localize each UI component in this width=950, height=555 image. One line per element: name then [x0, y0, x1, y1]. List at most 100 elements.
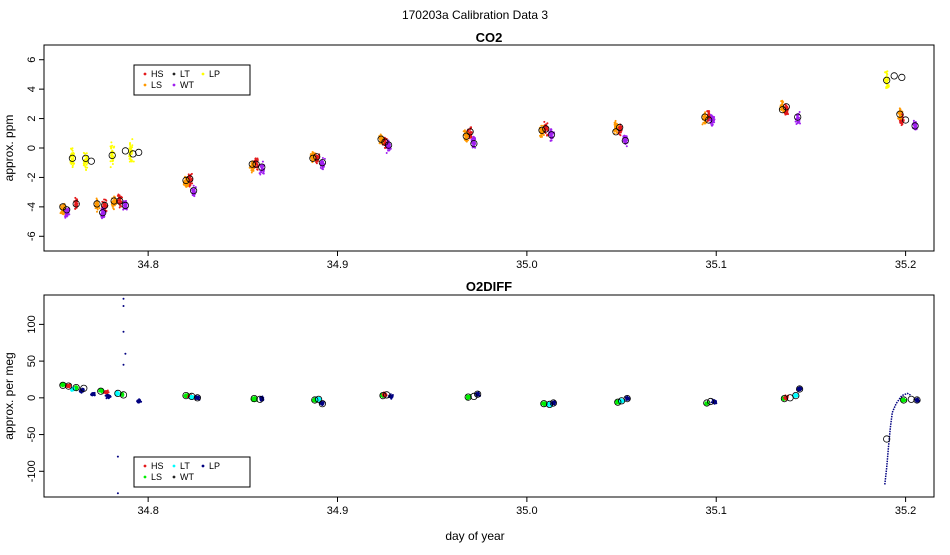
data-point	[474, 146, 477, 149]
data-point	[85, 163, 88, 166]
data-point	[187, 183, 190, 186]
data-point	[251, 161, 254, 164]
data-point	[915, 123, 918, 126]
mean-marker	[72, 200, 80, 208]
x-tick-label: 34.8	[137, 505, 158, 517]
mean-marker	[547, 131, 556, 139]
data-point	[254, 157, 257, 160]
data-point	[111, 163, 114, 165]
data-point	[884, 81, 887, 84]
data-point	[73, 162, 76, 165]
mean-marker	[794, 113, 802, 121]
data-point	[798, 111, 801, 113]
data-point	[713, 116, 716, 118]
o2diff-ls-cluster-0	[59, 382, 67, 388]
data-point	[71, 164, 74, 167]
data-point	[118, 206, 121, 209]
data-point	[713, 118, 716, 121]
data-point	[101, 389, 104, 392]
co2-lp-cluster-3	[128, 138, 135, 163]
o2diff-ls-cluster-9	[540, 401, 547, 407]
data-point	[381, 137, 384, 140]
outlier-point	[122, 297, 125, 300]
data-point	[254, 396, 257, 399]
data-point	[61, 385, 64, 388]
data-point	[468, 132, 471, 135]
data-point	[379, 137, 382, 140]
data-point	[319, 166, 322, 169]
o2diff-lt-cluster-2	[188, 394, 195, 400]
data-point	[256, 157, 259, 160]
data-point	[624, 140, 627, 143]
data-point	[112, 207, 115, 210]
data-point	[248, 166, 251, 169]
data-point	[885, 85, 888, 88]
data-point	[68, 383, 70, 386]
co2-wt-cluster-9	[622, 134, 629, 148]
data-point	[900, 117, 903, 120]
data-point	[252, 167, 255, 170]
data-point	[111, 156, 114, 159]
data-point	[706, 110, 709, 113]
data-point	[86, 162, 89, 164]
data-point	[618, 127, 621, 130]
outlier-point	[122, 305, 125, 307]
data-point	[110, 141, 113, 144]
data-point	[913, 122, 916, 125]
data-point	[95, 197, 98, 200]
co2-ls-cluster-3	[182, 175, 190, 188]
mean-marker	[621, 137, 629, 145]
data-point	[100, 211, 103, 214]
data-point	[91, 393, 94, 396]
o2diff-hs-cluster-3	[381, 391, 388, 398]
mean-marker	[68, 154, 77, 162]
mean-marker	[116, 197, 124, 205]
mean-marker	[705, 116, 713, 124]
data-point	[897, 112, 900, 115]
data-point	[708, 113, 711, 116]
data-point	[192, 184, 195, 187]
data-point	[84, 165, 87, 168]
data-point	[784, 397, 787, 400]
data-point	[260, 171, 263, 174]
data-point	[125, 206, 128, 209]
y-tick-label: 0	[26, 395, 38, 401]
data-point	[74, 196, 77, 199]
data-point	[321, 402, 324, 405]
data-point	[190, 396, 193, 399]
data-point	[471, 138, 474, 141]
co2-lp-cluster-0	[69, 147, 76, 169]
mean-marker	[101, 201, 109, 209]
mean-marker	[110, 197, 118, 205]
data-point	[93, 393, 96, 396]
data-point	[902, 119, 905, 122]
mean-marker	[121, 201, 130, 209]
data-point	[705, 403, 708, 406]
mean-marker	[542, 125, 550, 133]
data-point	[251, 397, 254, 400]
data-point	[796, 120, 799, 123]
x-tick-label: 34.9	[327, 505, 348, 517]
data-point	[193, 189, 196, 192]
mean-marker	[901, 116, 910, 124]
data-point	[549, 133, 552, 136]
data-point	[887, 85, 890, 88]
legend-swatch	[201, 464, 205, 468]
mean-marker	[248, 160, 256, 168]
legend-swatch	[201, 72, 205, 76]
data-point	[711, 121, 714, 124]
data-point	[109, 166, 112, 169]
outlier-point	[122, 363, 125, 366]
data-point	[615, 131, 618, 134]
data-point	[112, 146, 115, 149]
data-point	[110, 153, 113, 156]
data-point	[258, 172, 261, 175]
legend-label: LT	[180, 461, 190, 471]
data-point	[259, 398, 262, 401]
co2-lp-cluster-4	[883, 70, 890, 89]
data-point	[541, 135, 543, 138]
data-point	[468, 397, 471, 400]
data-point	[312, 152, 315, 155]
data-point	[701, 123, 704, 126]
